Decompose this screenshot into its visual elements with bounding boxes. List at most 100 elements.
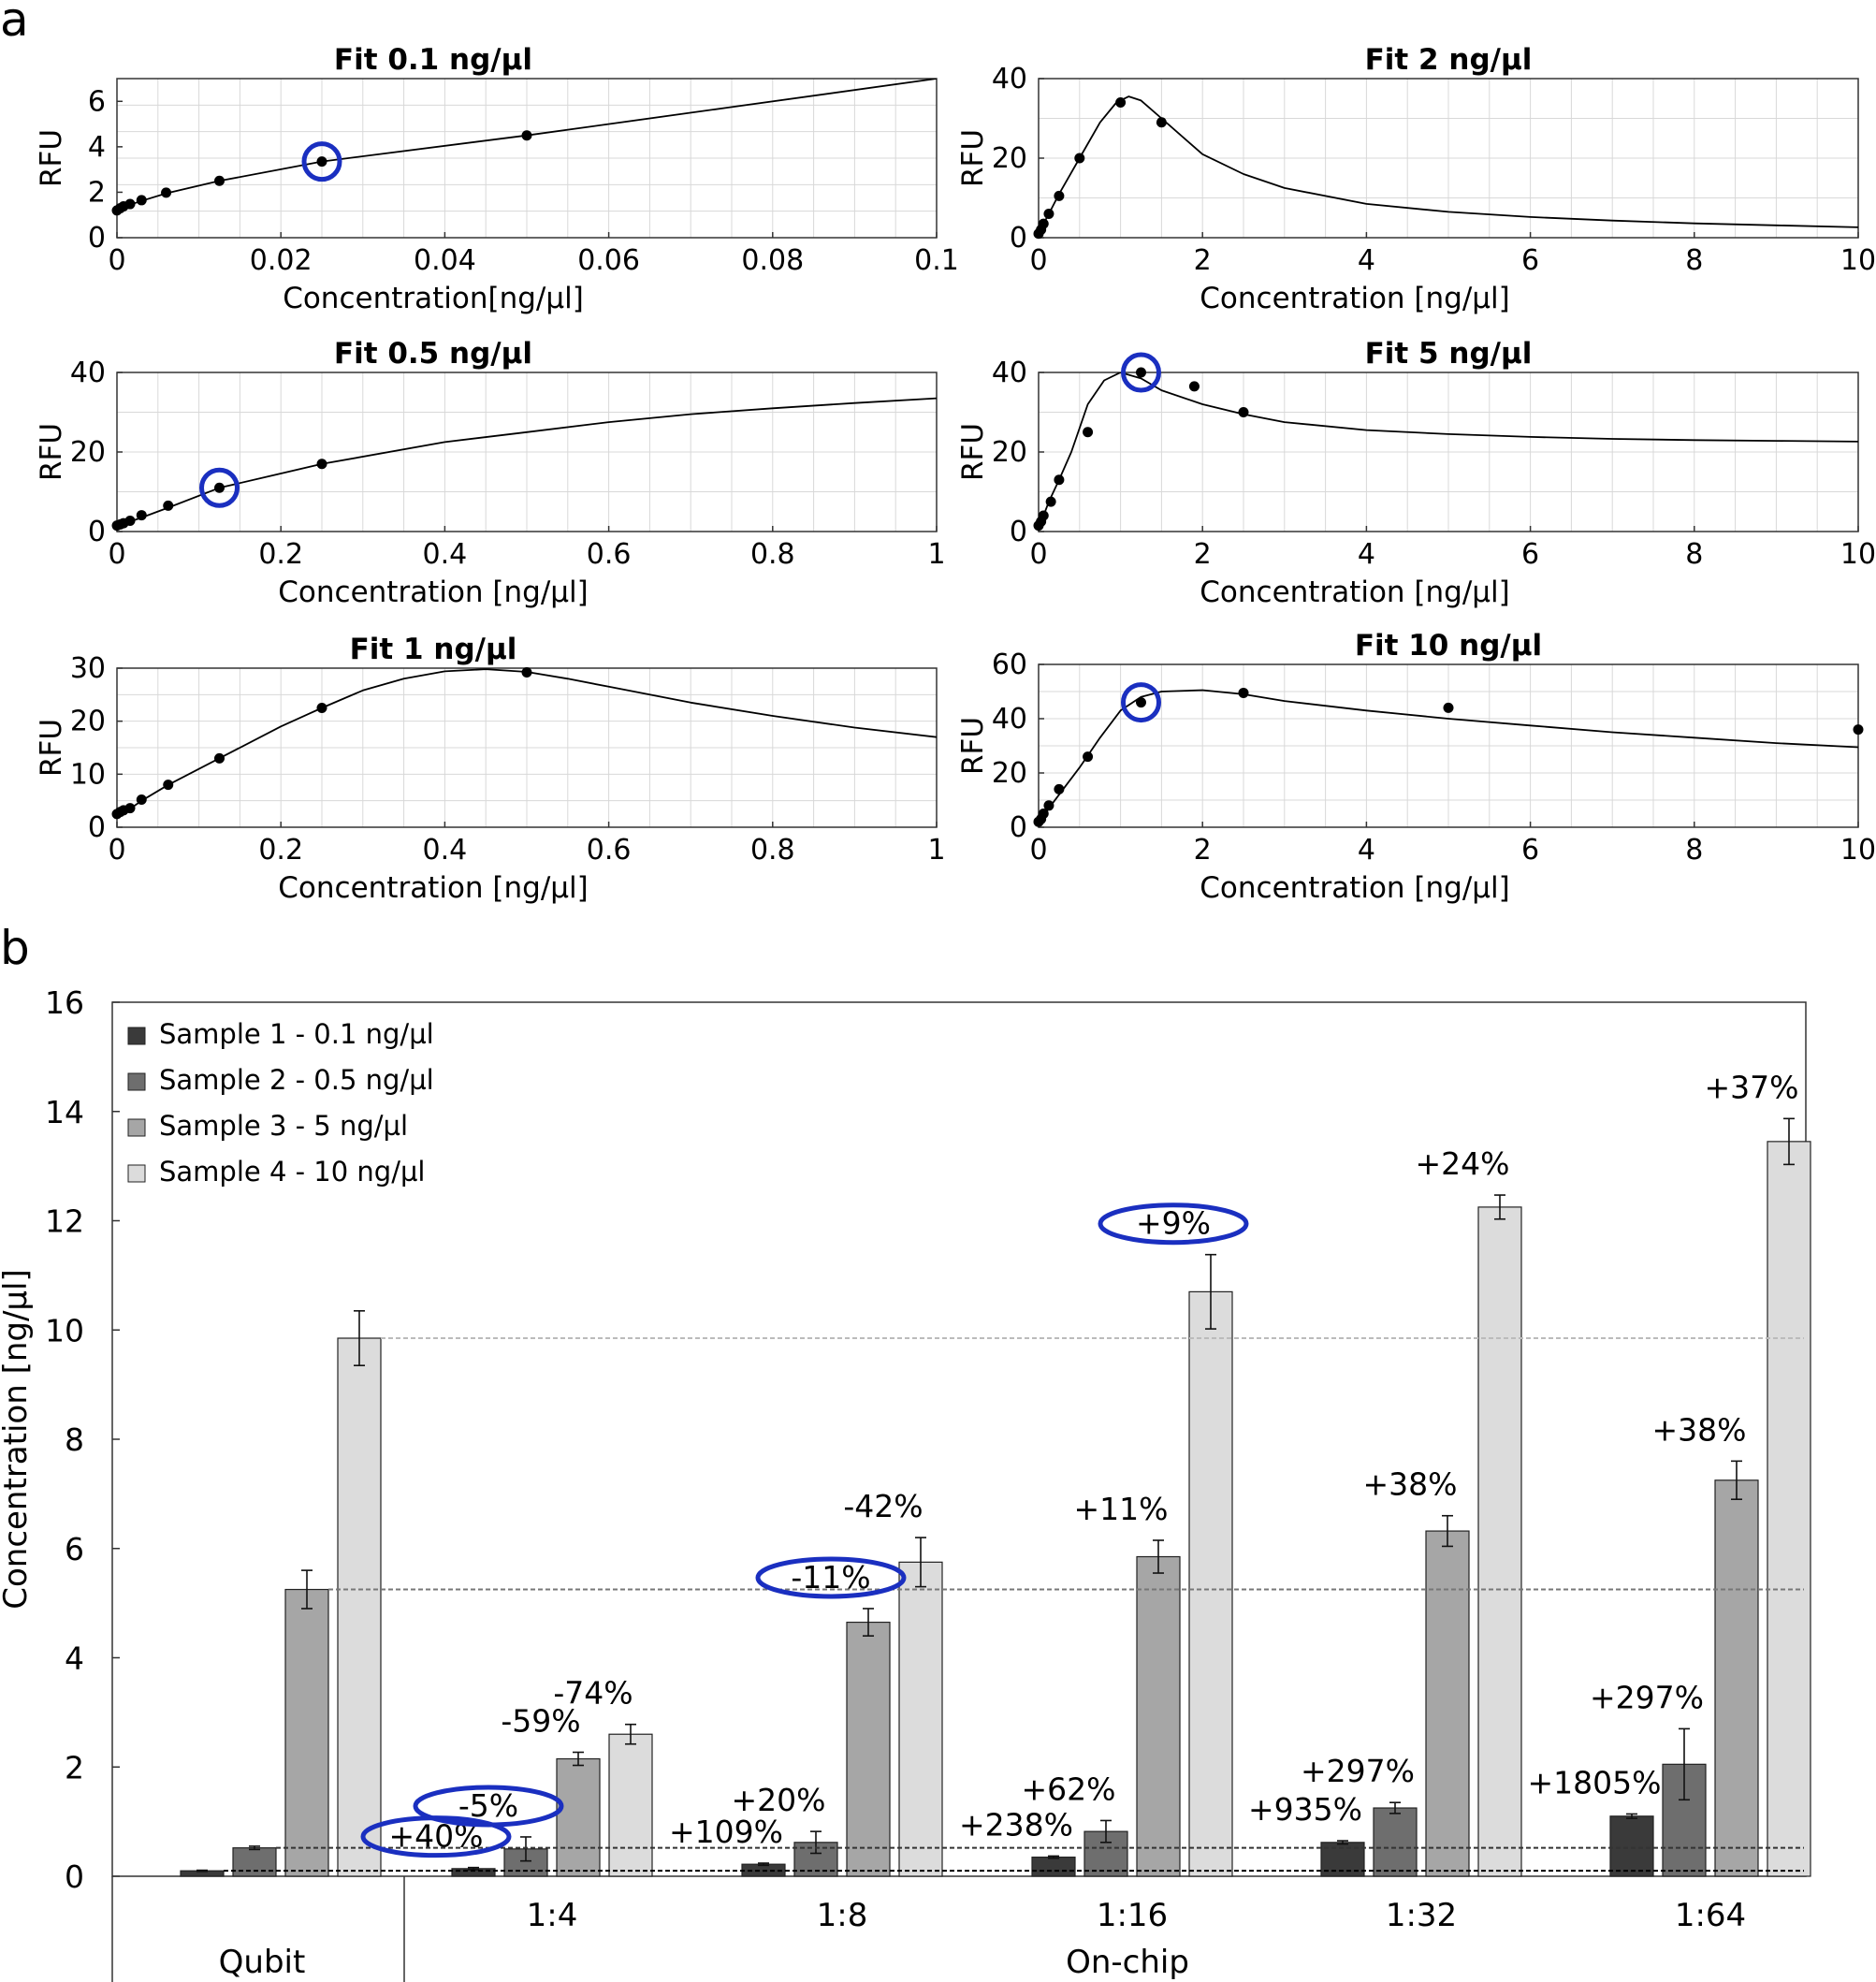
data-point [1238, 407, 1249, 417]
fit-plot-4: 0 2 4 6 8 10 0 20 40 Fit 5 ng/µl Concentration [ng… [956, 337, 1876, 609]
highlight-ellipse [413, 1785, 564, 1828]
y-axis-label: RFU [956, 717, 990, 775]
fit-plot-2: 0 2 4 6 8 10 0 20 40 Fit 2 ng/µl Concentration [ng… [956, 43, 1876, 315]
data-point [214, 752, 225, 764]
highlight-ellipse [1098, 1202, 1249, 1246]
bar-sample3 [1136, 1555, 1181, 1877]
y-tick-label: 60 [992, 649, 1027, 681]
y-tick-label: 20 [70, 706, 106, 738]
data-point [124, 198, 136, 210]
data-point [214, 482, 225, 493]
y-tick-label: 4 [65, 1640, 84, 1677]
percent-label: +20% [732, 1782, 826, 1818]
x-tick-label: 6 [1521, 538, 1539, 571]
y-tick-label: 0 [65, 1858, 84, 1895]
fit-plot-1: 0 0.02 0.04 0.06 0.08 0.1 0 2 4 6 Fit 0.1 ng/µl Con… [35, 43, 959, 315]
data-point [1136, 367, 1146, 378]
bar-sample4 [1477, 1206, 1522, 1877]
bar-sample4 [337, 1337, 382, 1877]
plot-title: Fit 0.5 ng/µl [334, 337, 532, 371]
plot-frame [116, 78, 938, 239]
percent-label: -59% [501, 1702, 580, 1739]
data-point [316, 459, 327, 470]
y-tick-label: 40 [992, 63, 1027, 95]
data-point [521, 130, 532, 141]
data-point [136, 794, 147, 806]
data-point [1074, 153, 1085, 164]
y-tick-label: 20 [70, 436, 106, 469]
data-point [1043, 800, 1054, 811]
percent-label: +109% [669, 1814, 783, 1850]
x-tick-label: 0.04 [414, 244, 476, 277]
x-tick-label: 0.8 [750, 834, 795, 867]
x-tick-label: 4 [1358, 538, 1375, 571]
fit-plot-3: 0 0.2 0.4 0.6 0.8 1 0 20 40 Fit 0.5 ng/µl Concentr… [35, 337, 946, 609]
x-tick-label: 10 [1840, 834, 1876, 867]
fit-curve [1039, 372, 1858, 527]
data-point [163, 500, 174, 511]
y-tick-label: 2 [65, 1749, 84, 1785]
x-tick-label: 8 [1685, 834, 1703, 867]
category-label: Qubit [219, 1944, 306, 1981]
y-tick-label: 8 [65, 1421, 84, 1458]
x-tick-label: 2 [1194, 538, 1212, 571]
y-tick-label: 20 [992, 757, 1027, 790]
data-point [1853, 724, 1864, 736]
data-point [1443, 702, 1454, 713]
y-axis-label: Concentration [ng/µl] [0, 1269, 35, 1610]
legend-label: Sample 3 - 5 ng/µl [159, 1110, 408, 1142]
highlight-circle [199, 467, 240, 508]
x-tick-label: 2 [1194, 834, 1212, 867]
legend-swatch [127, 1027, 146, 1045]
x-tick-label: 8 [1685, 244, 1703, 277]
x-tick-label: 0.2 [258, 538, 303, 571]
y-tick-label: 40 [992, 703, 1027, 736]
x-tick-label: 0 [108, 538, 125, 571]
x-tick-label: 0 [1029, 834, 1047, 867]
bar-sample3 [284, 1588, 329, 1877]
x-axis-label: Concentration[ng/µl] [283, 282, 584, 315]
data-point [316, 703, 327, 713]
y-tick-label: 2 [88, 176, 106, 209]
data-point [1038, 218, 1049, 229]
percent-label: +38% [1652, 1411, 1747, 1448]
y-tick-label: 10 [70, 758, 106, 791]
x-tick-label: 0.4 [423, 538, 468, 571]
bar-sample1 [1609, 1815, 1654, 1877]
bar-sample3 [1425, 1530, 1470, 1877]
x-tick-label: 0.02 [250, 244, 313, 277]
plot-title: Fit 10 ng/µl [1355, 629, 1542, 663]
percent-label: +24% [1416, 1145, 1510, 1182]
percent-label: +11% [1074, 1491, 1169, 1527]
category-label: 1:64 [1675, 1897, 1746, 1934]
y-tick-label: 0 [88, 811, 106, 844]
plot-title: Fit 0.1 ng/µl [334, 43, 532, 77]
x-tick-label: 0.1 [914, 244, 959, 277]
y-tick-label: 10 [45, 1312, 84, 1348]
y-tick-label: 0 [88, 516, 106, 548]
y-tick-label: 40 [70, 357, 106, 389]
percent-label: +297% [1301, 1753, 1415, 1789]
y-tick-label: 0 [1010, 222, 1027, 255]
percent-label: +38% [1363, 1466, 1458, 1503]
x-tick-label: 0.06 [577, 244, 640, 277]
x-tick-label: 0.4 [423, 834, 468, 867]
x-axis-label: Concentration [ng/µl] [1200, 576, 1509, 609]
y-tick-label: 0 [1010, 516, 1027, 548]
percent-label: +9% [1136, 1205, 1211, 1242]
plot-title: Fit 5 ng/µl [1365, 337, 1533, 371]
category-label: 1:8 [817, 1897, 868, 1934]
bar-sample4 [1188, 1290, 1233, 1877]
plot-title: Fit 2 ng/µl [1365, 43, 1533, 77]
x-tick-label: 0 [1029, 244, 1047, 277]
plot-title: Fit 1 ng/µl [350, 633, 517, 666]
data-point [1156, 117, 1167, 128]
group-label: On-chip [1066, 1944, 1189, 1981]
fit-curve [1039, 689, 1858, 823]
y-tick-label: 12 [45, 1203, 84, 1240]
data-point [1115, 97, 1127, 108]
data-point [163, 780, 174, 791]
x-tick-label: 4 [1358, 244, 1375, 277]
